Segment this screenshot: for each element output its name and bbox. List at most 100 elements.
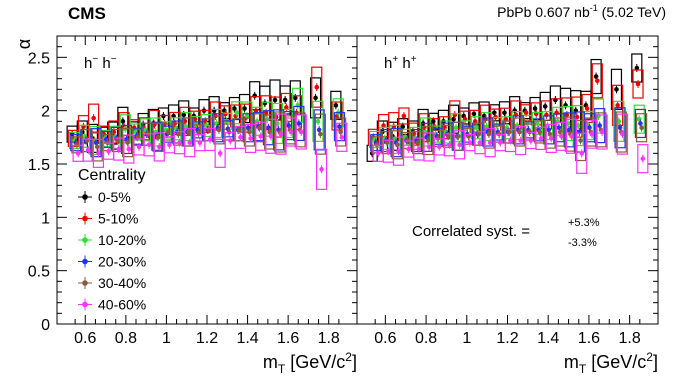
data-point-30-40% [338,129,343,135]
data-point-40-60% [319,167,324,172]
legend-marker [82,301,88,308]
data-point-30-40% [456,133,461,139]
data-point-30-40% [186,129,191,135]
x-axis-title-right: mT [GeV/c2] [564,350,658,376]
data-point-5-10% [503,116,509,122]
data-point-10-20% [474,125,479,131]
panel-right-charge-b: + [411,54,417,65]
data-point-30-40% [165,129,171,135]
x-axis-title-main: m [263,352,278,372]
y-tick-label: 0 [41,317,50,334]
data-point-40-60% [508,138,513,143]
x-tick-label: 1.4 [537,330,559,347]
legend-marker [82,194,88,200]
data-point-40-60% [406,146,412,152]
data-point-5-10% [615,103,620,108]
data-point-40-60% [477,140,483,145]
dataset-prefix: PbPb 0.607 nb [497,4,590,20]
data-point-30-40% [318,131,323,137]
legend-label: 30-40% [98,275,146,291]
syst-box-10-20% [633,104,645,134]
experiment-label: CMS [68,4,106,23]
y-tick-label: 1 [41,210,50,227]
data-point-30-40% [639,125,644,131]
legend-label: 40-60% [98,297,146,313]
data-point-0-5% [471,111,477,117]
panel-frame-1 [356,35,659,325]
x-tick-label: 1.4 [236,330,258,347]
data-point-0-5% [282,97,288,103]
data-point-0-5% [313,95,318,101]
data-point-30-40% [476,131,482,137]
data-point-40-60% [518,138,523,143]
correlated-syst-down: -3.3% [568,237,597,249]
syst-box-5-10% [311,66,323,108]
syst-box-40-60% [576,132,588,174]
data-point-40-60% [528,138,534,143]
data-point-5-10% [472,119,478,124]
data-point-40-60% [548,136,554,141]
x-axis-title-unit-sup-r: 2 [646,350,653,364]
x-axis-title-sub-r: T [579,362,587,376]
data-point-40-60% [217,151,223,156]
syst-box-40-60% [315,148,328,190]
data-point-10-20% [453,125,459,131]
data-point-0-5% [242,106,247,111]
syst-box-30-40% [294,112,306,148]
data-point-40-60% [146,142,152,148]
data-point-30-40% [507,129,512,135]
syst-box-40-60% [336,122,348,152]
data-point-10-20% [535,121,540,126]
x-axis-title-main-r: m [564,352,579,372]
data-point-0-5% [542,104,548,109]
data-point-5-10% [554,110,559,116]
data-point-40-60% [106,148,111,154]
data-point-40-60% [298,129,304,135]
data-point-40-60% [339,135,345,140]
data-point-10-20% [183,124,189,129]
data-point-40-60% [386,148,391,154]
data-point-0-5% [262,100,268,106]
data-point-40-60% [278,131,284,137]
data-point-5-10% [584,106,590,111]
data-point-30-40% [155,135,161,140]
data-point-5-10% [401,113,407,119]
data-point-10-20% [234,110,240,116]
syst-box-20-30% [594,107,606,144]
correlated-syst-up: +5.3% [568,217,600,229]
legend-label: 5-10% [98,211,138,227]
x-tick-label: 1 [162,330,171,347]
data-point-0-5% [171,113,176,119]
legend-label: 0-5% [98,189,131,205]
panel-left-particle-a: h [84,55,92,72]
data-point-40-60% [238,135,243,140]
data-point-40-60% [498,140,503,145]
data-point-5-10% [381,123,386,128]
y-tick-label: 2 [41,104,50,121]
y-axis-title: α [14,39,34,49]
data-point-30-40% [445,133,451,139]
x-tick-label: 0.8 [115,330,137,347]
data-point-40-60% [589,131,595,137]
panel-left-charge-a: − [92,54,98,65]
data-point-30-40% [578,138,583,143]
panel-right-particle-b: h [398,55,411,72]
x-tick-label: 0.6 [74,330,96,347]
data-point-30-40% [115,138,120,143]
panel-left-charge-b: − [111,54,117,65]
syst-box-40-60% [616,113,629,155]
syst-box-40-60% [214,138,226,168]
legend-marker [82,258,88,265]
data-point-0-5% [272,97,278,103]
panel-right-particle-a: h [384,55,392,72]
x-tick-label: 1.6 [578,330,600,347]
data-point-30-40% [395,142,400,148]
data-point-10-20% [244,113,250,119]
syst-box-10-20% [312,100,324,142]
data-point-40-60% [620,131,625,137]
syst-box-0-5% [590,58,602,95]
data-point-40-60% [288,129,294,135]
data-point-40-60% [640,156,646,161]
syst-box-40-60% [637,144,649,174]
data-point-30-40% [384,140,390,145]
